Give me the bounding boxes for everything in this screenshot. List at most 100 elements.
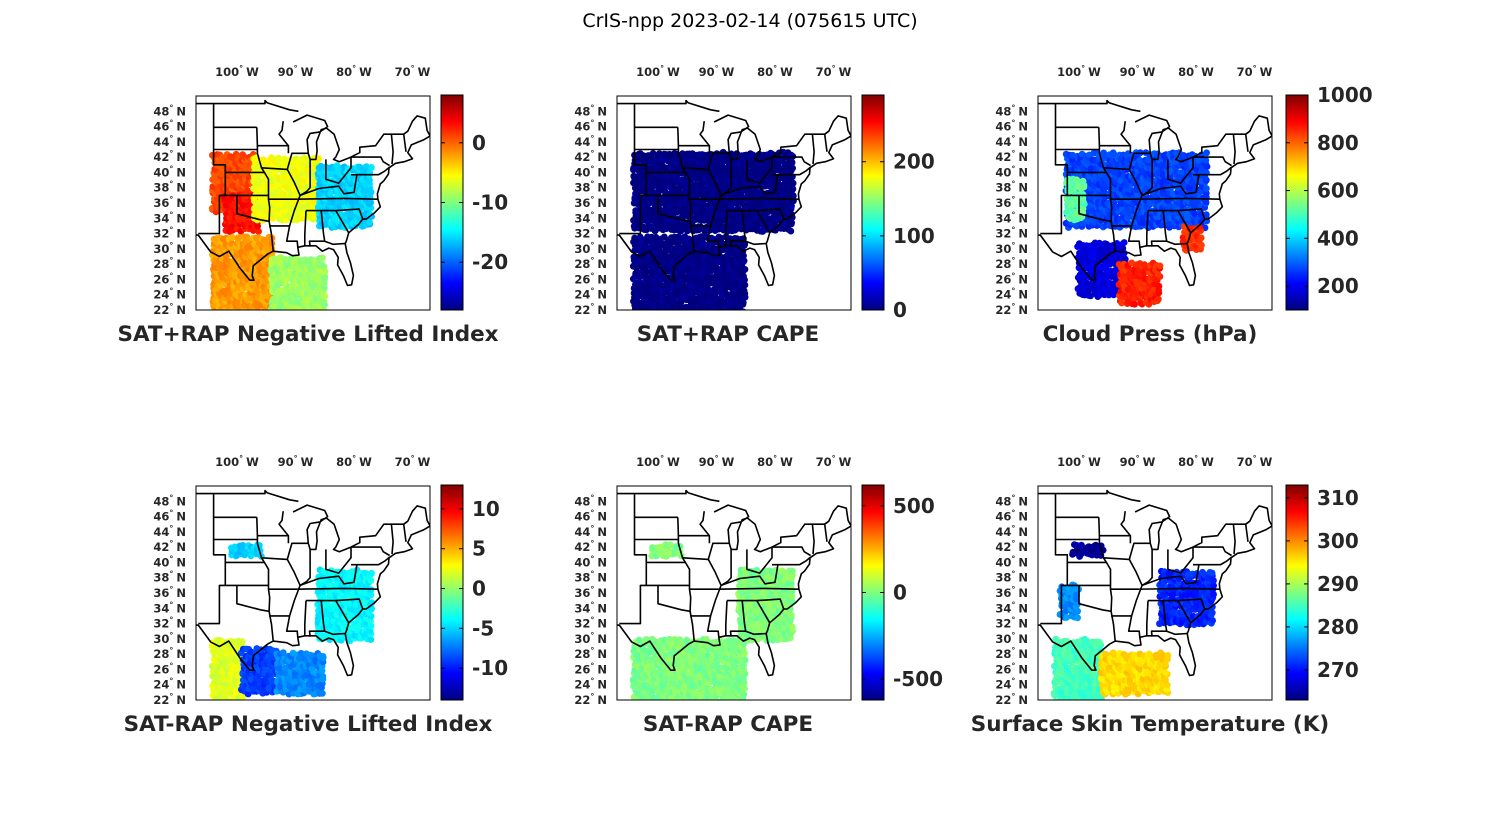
data-point bbox=[315, 155, 323, 163]
data-point bbox=[1196, 223, 1203, 231]
lat-tick-label: 46° N bbox=[995, 119, 1028, 134]
boundary-line bbox=[718, 197, 799, 200]
boundary-line bbox=[777, 166, 812, 176]
data-point bbox=[675, 243, 682, 251]
panel-title: SAT+RAP Negative Lifted Index bbox=[117, 322, 498, 347]
data-point bbox=[656, 247, 663, 255]
data-point bbox=[1079, 191, 1087, 198]
data-region bbox=[208, 636, 248, 700]
map-frame bbox=[195, 95, 431, 311]
boundary-line bbox=[1166, 240, 1188, 246]
data-region bbox=[629, 233, 749, 310]
data-point bbox=[787, 227, 795, 235]
data-point bbox=[250, 227, 257, 234]
colorbar bbox=[861, 94, 885, 311]
data-point bbox=[320, 307, 328, 310]
data-point bbox=[788, 219, 795, 227]
lon-tick-label: 100° W bbox=[1057, 64, 1101, 79]
boundary-line bbox=[699, 121, 711, 154]
panel-title: SAT+RAP CAPE bbox=[637, 322, 819, 347]
data-point bbox=[789, 164, 796, 172]
lat-tick-label: 38° N bbox=[574, 180, 607, 195]
data-point bbox=[321, 273, 329, 281]
lat-tick-label: 46° N bbox=[574, 119, 607, 134]
figure-title: CrIS-npp 2023-02-14 (075615 UTC) bbox=[582, 10, 917, 32]
data-region bbox=[209, 233, 277, 310]
boundary-line bbox=[745, 240, 767, 246]
boundary-line bbox=[1038, 99, 1141, 113]
lat-tick-label: 22° N bbox=[574, 302, 607, 317]
data-point bbox=[244, 690, 252, 698]
boundary-line bbox=[617, 234, 776, 287]
data-point bbox=[317, 162, 325, 170]
data-point bbox=[1156, 262, 1164, 270]
data-point bbox=[1203, 185, 1210, 192]
data-point bbox=[367, 636, 375, 643]
state-boundaries bbox=[196, 99, 430, 287]
data-point bbox=[327, 190, 334, 197]
data-point bbox=[366, 218, 373, 226]
data-point bbox=[636, 278, 644, 286]
data-point bbox=[336, 198, 344, 205]
lat-tick-label: 42° N bbox=[574, 149, 607, 164]
boundary-line bbox=[1134, 114, 1272, 163]
colorbar-tick-label: 0 bbox=[893, 298, 907, 322]
lat-tick-label: 32° N bbox=[153, 226, 186, 241]
data-point bbox=[1118, 299, 1126, 307]
data-point bbox=[640, 152, 647, 160]
data-point bbox=[740, 287, 748, 295]
data-region bbox=[314, 162, 375, 231]
data-point bbox=[1191, 210, 1199, 218]
data-point bbox=[319, 254, 326, 262]
boundary-line bbox=[765, 135, 851, 263]
data-point bbox=[684, 160, 692, 168]
data-point bbox=[741, 281, 749, 289]
data-point bbox=[789, 179, 797, 187]
lat-tick-label: 36° N bbox=[995, 195, 1028, 210]
boundary-line bbox=[402, 134, 407, 152]
boundary-line bbox=[1167, 157, 1194, 184]
boundary-line bbox=[356, 166, 391, 176]
data-points bbox=[208, 541, 376, 700]
lat-tick-label: 26° N bbox=[574, 271, 607, 286]
boundary-line bbox=[292, 114, 430, 163]
data-point bbox=[1079, 177, 1087, 185]
data-point bbox=[320, 298, 328, 305]
data-point bbox=[254, 286, 261, 294]
data-point bbox=[649, 150, 657, 157]
data-region bbox=[267, 254, 329, 310]
lat-tick-label: 48° N bbox=[153, 103, 186, 118]
colorbar-tick-label: 0 bbox=[472, 131, 486, 155]
colorbar-tick-label: 1000 bbox=[1317, 83, 1373, 107]
map-panel: 100° W 90° W 80° W 70° W48° N46° N44° N42° N40° N38°… bbox=[124, 454, 509, 737]
panel-title: Cloud Press (hPa) bbox=[1043, 322, 1258, 347]
lat-tick-label: 46° N bbox=[153, 119, 186, 134]
lat-tick-label: 36° N bbox=[153, 195, 186, 210]
colorbar-tick-label: -10 bbox=[472, 191, 508, 215]
boundary-line bbox=[1078, 195, 1112, 223]
lat-tick-label: 44° N bbox=[995, 134, 1028, 149]
data-point bbox=[752, 171, 760, 179]
data-point bbox=[1203, 149, 1210, 157]
lat-tick-label: 34° N bbox=[574, 210, 607, 225]
data-point bbox=[1197, 234, 1205, 242]
lat-tick-label: 44° N bbox=[153, 134, 186, 149]
boundary-line bbox=[278, 121, 290, 154]
data-point bbox=[739, 299, 747, 306]
colorbar-tick-label: 600 bbox=[1317, 179, 1359, 203]
data-region bbox=[1115, 259, 1164, 308]
data-region bbox=[1179, 223, 1205, 254]
lat-tick-label: 30° N bbox=[574, 241, 607, 256]
data-point bbox=[318, 261, 326, 269]
data-point bbox=[739, 200, 747, 208]
lat-tick-label: 24° N bbox=[574, 287, 607, 302]
lat-tick-label: 24° N bbox=[153, 287, 186, 302]
lon-tick-label: 70° W bbox=[395, 64, 431, 79]
data-point bbox=[1202, 156, 1210, 164]
data-point bbox=[740, 308, 747, 310]
boundary-line bbox=[324, 240, 346, 246]
boundary-line bbox=[1127, 169, 1143, 248]
lon-tick-label: 80° W bbox=[336, 64, 372, 79]
data-point bbox=[652, 233, 660, 241]
lat-tick-label: 42° N bbox=[995, 149, 1028, 164]
